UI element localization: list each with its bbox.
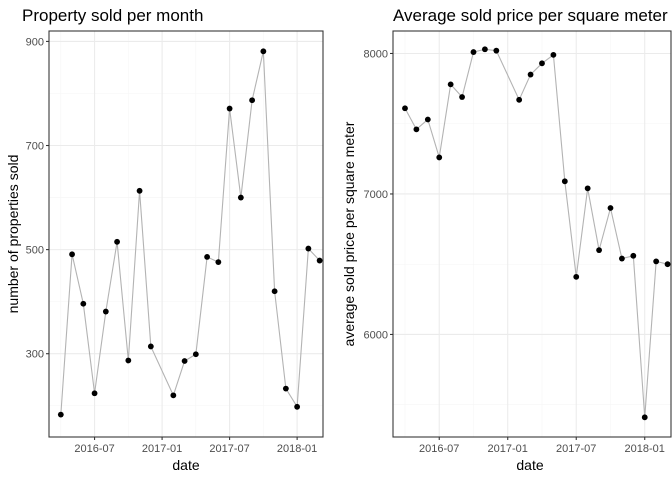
chart-title: Average sold price per square meter bbox=[393, 6, 668, 25]
data-point bbox=[271, 288, 278, 295]
y-tick-label: 6000 bbox=[364, 329, 388, 341]
data-point bbox=[249, 97, 256, 104]
data-point bbox=[282, 385, 289, 392]
panel-border bbox=[48, 30, 324, 438]
data-point bbox=[424, 116, 431, 123]
data-point bbox=[402, 105, 408, 112]
data-point bbox=[596, 247, 602, 254]
data-points bbox=[57, 48, 323, 418]
x-axis-title: date bbox=[516, 457, 543, 473]
data-point bbox=[561, 178, 568, 185]
data-point bbox=[539, 60, 545, 67]
y-axis-title: average sold price per square meter bbox=[341, 121, 357, 346]
data-point bbox=[80, 300, 87, 307]
x-tick-label: 2018-01 bbox=[625, 443, 665, 455]
x-axis: 2016-07 2017-01 2017-07 2018-01 bbox=[74, 437, 317, 455]
data-point bbox=[316, 257, 323, 264]
y-tick-label: 8000 bbox=[364, 48, 388, 60]
data-point bbox=[641, 414, 648, 421]
chart-title: Property sold per month bbox=[22, 6, 203, 25]
data-point bbox=[136, 187, 143, 194]
y-tick-label: 500 bbox=[26, 245, 44, 257]
data-point bbox=[226, 105, 233, 112]
data-point bbox=[664, 261, 671, 268]
data-point bbox=[57, 411, 64, 418]
data-point bbox=[102, 308, 109, 315]
x-tick-label: 2017-07 bbox=[556, 443, 596, 455]
x-tick-label: 2016-07 bbox=[74, 443, 114, 455]
data-point bbox=[204, 254, 210, 260]
x-tick-label: 2017-01 bbox=[142, 443, 182, 455]
data-point bbox=[91, 390, 98, 397]
x-axis-title: date bbox=[172, 457, 199, 473]
data-point bbox=[413, 126, 420, 133]
data-point bbox=[573, 273, 580, 280]
x-axis: 2016-07 2017-01 2017-07 2018-01 bbox=[419, 437, 665, 455]
chart-average-price: Average sold price per square meter 6000… bbox=[341, 6, 672, 473]
data-point bbox=[584, 185, 591, 192]
data-point bbox=[653, 258, 660, 265]
x-tick-label: 2017-01 bbox=[488, 443, 528, 455]
data-point bbox=[436, 154, 443, 161]
y-tick-label: 300 bbox=[26, 349, 44, 361]
data-point bbox=[630, 252, 637, 259]
data-point bbox=[294, 403, 301, 410]
data-point bbox=[181, 358, 188, 364]
data-point bbox=[550, 51, 557, 58]
data-point bbox=[125, 357, 132, 364]
panel-border bbox=[392, 30, 672, 438]
data-point bbox=[192, 351, 199, 358]
data-point bbox=[237, 194, 244, 201]
data-point bbox=[447, 81, 454, 88]
gridlines bbox=[393, 31, 671, 437]
y-tick-label: 900 bbox=[26, 36, 44, 48]
data-point bbox=[260, 48, 267, 55]
data-point bbox=[170, 392, 177, 399]
x-tick-label: 2018-01 bbox=[277, 443, 317, 455]
data-point bbox=[215, 259, 222, 266]
data-point bbox=[527, 71, 534, 78]
data-point bbox=[493, 47, 500, 54]
data-point bbox=[69, 251, 75, 258]
x-tick-label: 2017-07 bbox=[209, 443, 249, 455]
data-points bbox=[402, 46, 671, 421]
y-axis: 300 500 700 900 bbox=[26, 36, 49, 361]
y-axis-title: number of properties sold bbox=[5, 155, 21, 314]
chart-property-sold: Property sold per month 300 500 700 900 201… bbox=[5, 6, 324, 473]
data-point bbox=[482, 46, 488, 53]
gridlines bbox=[49, 31, 323, 437]
data-point bbox=[619, 255, 625, 262]
y-axis: 6000 7000 8000 bbox=[364, 48, 393, 341]
data-point bbox=[459, 94, 465, 100]
data-point bbox=[114, 238, 120, 245]
plot-panel bbox=[49, 31, 323, 437]
data-point bbox=[305, 245, 312, 252]
x-tick-label: 2016-07 bbox=[419, 443, 459, 455]
data-point bbox=[147, 343, 154, 350]
y-tick-label: 700 bbox=[26, 141, 44, 153]
data-point bbox=[516, 96, 523, 103]
plot-panel bbox=[393, 31, 671, 437]
data-point bbox=[470, 49, 477, 55]
y-tick-label: 7000 bbox=[364, 189, 388, 201]
data-point bbox=[607, 205, 614, 211]
